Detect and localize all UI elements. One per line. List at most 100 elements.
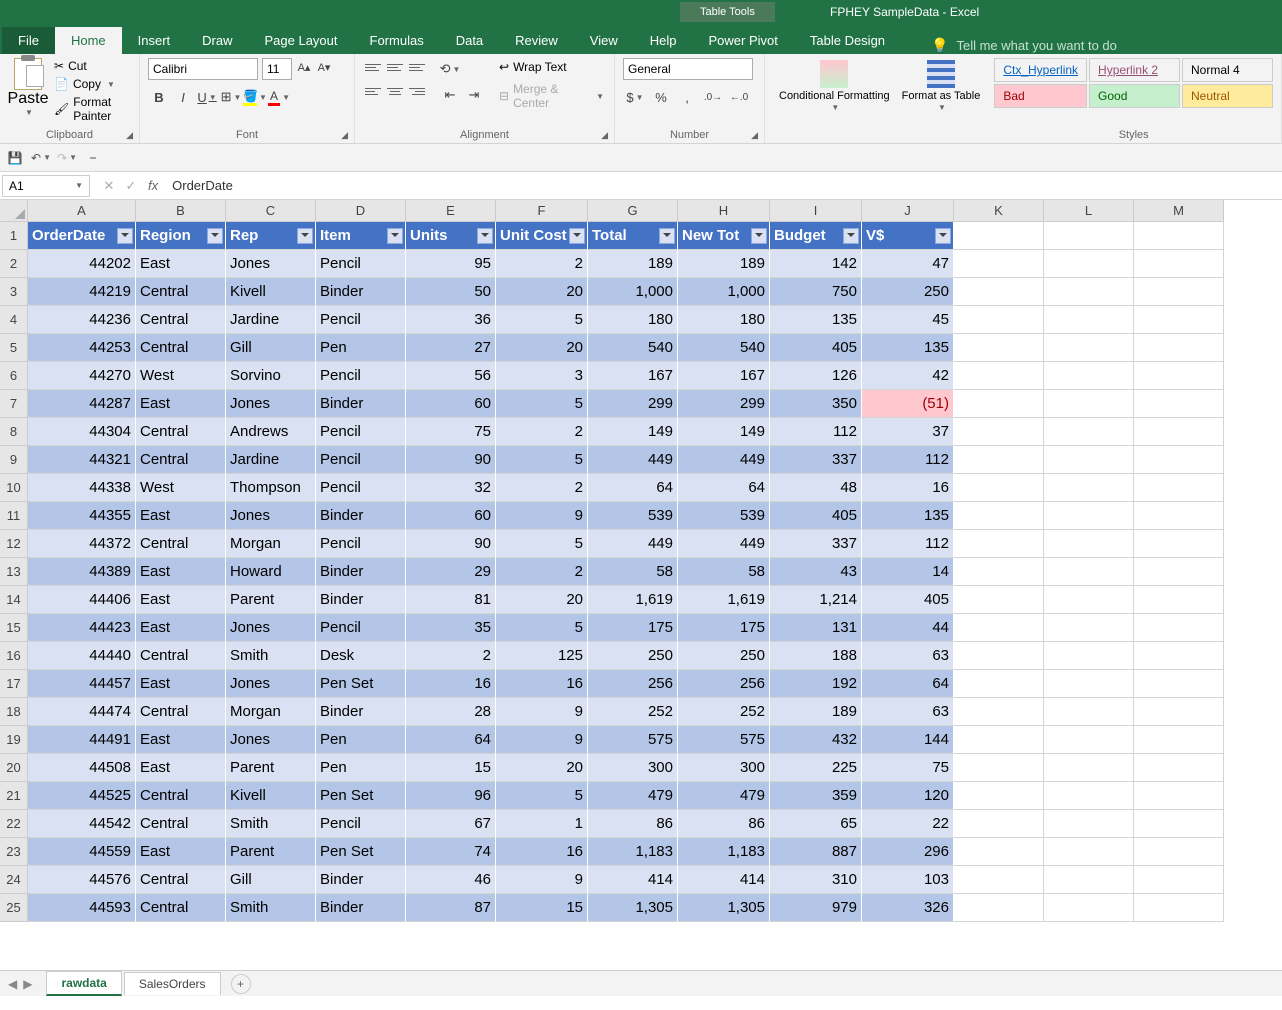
table-header-unit cost[interactable]: Unit Cost [496, 222, 588, 250]
table-cell[interactable]: Pencil [316, 446, 406, 474]
filter-icon[interactable] [935, 228, 951, 244]
row-head-13[interactable]: 13 [0, 558, 28, 586]
copy-button[interactable]: 📄Copy▼ [52, 76, 131, 92]
table-header-total[interactable]: Total [588, 222, 678, 250]
table-cell[interactable]: Pen [316, 334, 406, 362]
table-cell[interactable]: Central [136, 894, 226, 922]
cell[interactable] [954, 250, 1044, 278]
table-cell[interactable]: 188 [770, 642, 862, 670]
table-cell[interactable]: Pencil [316, 810, 406, 838]
cell[interactable] [1134, 306, 1224, 334]
percent-button[interactable]: % [649, 86, 673, 108]
cell[interactable] [1134, 530, 1224, 558]
table-cell[interactable]: 96 [406, 782, 496, 810]
table-cell[interactable]: 131 [770, 614, 862, 642]
col-head-B[interactable]: B [136, 200, 226, 222]
style-bad[interactable]: Bad [994, 84, 1087, 108]
table-cell[interactable]: 5 [496, 782, 588, 810]
save-button[interactable]: 💾 [6, 149, 24, 167]
table-cell[interactable]: 144 [862, 726, 954, 754]
cell[interactable] [1044, 726, 1134, 754]
cell[interactable] [1044, 390, 1134, 418]
cell[interactable] [954, 642, 1044, 670]
row-head-3[interactable]: 3 [0, 278, 28, 306]
cell[interactable] [1044, 474, 1134, 502]
cell[interactable] [954, 866, 1044, 894]
table-cell[interactable]: 175 [678, 614, 770, 642]
table-header-orderdate[interactable]: OrderDate [28, 222, 136, 250]
style-good[interactable]: Good [1089, 84, 1180, 108]
table-cell[interactable]: 126 [770, 362, 862, 390]
table-cell[interactable]: East [136, 250, 226, 278]
table-cell[interactable]: 9 [496, 698, 588, 726]
row-head-8[interactable]: 8 [0, 418, 28, 446]
table-cell[interactable]: Binder [316, 586, 406, 614]
table-cell[interactable]: 16 [406, 670, 496, 698]
cell[interactable] [954, 306, 1044, 334]
cell[interactable] [954, 726, 1044, 754]
cell[interactable] [954, 810, 1044, 838]
table-cell[interactable]: 75 [862, 754, 954, 782]
cell[interactable] [1044, 418, 1134, 446]
table-cell[interactable]: 250 [678, 642, 770, 670]
tab-help[interactable]: Help [634, 27, 693, 54]
sheet-tab-rawdata[interactable]: rawdata [46, 971, 121, 996]
table-cell[interactable]: 326 [862, 894, 954, 922]
table-cell[interactable]: Parent [226, 838, 316, 866]
table-cell[interactable]: 5 [496, 614, 588, 642]
col-head-F[interactable]: F [496, 200, 588, 222]
table-cell[interactable]: 2 [496, 250, 588, 278]
number-format-select[interactable] [623, 58, 753, 80]
orientation-button[interactable]: ⟲▼ [439, 58, 461, 80]
cell[interactable] [1134, 222, 1224, 250]
cell[interactable] [954, 586, 1044, 614]
table-cell[interactable]: East [136, 502, 226, 530]
table-cell[interactable]: 359 [770, 782, 862, 810]
filter-icon[interactable] [843, 228, 859, 244]
cell[interactable] [954, 418, 1044, 446]
table-cell[interactable]: East [136, 558, 226, 586]
cell[interactable] [1134, 278, 1224, 306]
table-cell[interactable]: 405 [862, 586, 954, 614]
font-color-button[interactable]: A▼ [268, 86, 290, 108]
table-cell[interactable]: 252 [588, 698, 678, 726]
table-cell[interactable]: Pencil [316, 418, 406, 446]
cell[interactable] [1044, 530, 1134, 558]
table-header-region[interactable]: Region [136, 222, 226, 250]
table-cell[interactable]: 979 [770, 894, 862, 922]
table-cell[interactable]: East [136, 670, 226, 698]
table-cell[interactable]: Jones [226, 670, 316, 698]
table-cell[interactable]: 44287 [28, 390, 136, 418]
table-cell[interactable]: 44253 [28, 334, 136, 362]
table-cell[interactable]: 60 [406, 502, 496, 530]
cell[interactable] [1134, 362, 1224, 390]
table-cell[interactable]: 75 [406, 418, 496, 446]
col-head-I[interactable]: I [770, 200, 862, 222]
table-cell[interactable]: 50 [406, 278, 496, 306]
cell[interactable] [1044, 642, 1134, 670]
clipboard-launcher[interactable]: ◢ [126, 130, 133, 141]
tab-view[interactable]: View [574, 27, 634, 54]
increase-font-button[interactable]: A▴ [296, 61, 312, 77]
format-as-table-button[interactable]: Format as Table▼ [896, 58, 987, 115]
table-cell[interactable]: 42 [862, 362, 954, 390]
row-head-19[interactable]: 19 [0, 726, 28, 754]
row-head-5[interactable]: 5 [0, 334, 28, 362]
table-cell[interactable]: 300 [588, 754, 678, 782]
table-cell[interactable]: 1,305 [678, 894, 770, 922]
table-cell[interactable]: Central [136, 446, 226, 474]
tab-file[interactable]: File [2, 27, 55, 54]
row-head-21[interactable]: 21 [0, 782, 28, 810]
fill-color-button[interactable]: 🪣▼ [244, 86, 266, 108]
merge-center-button[interactable]: ⊟Merge & Center▼ [497, 80, 606, 112]
border-button[interactable]: ⊞▼ [220, 86, 242, 108]
table-cell[interactable]: Gill [226, 334, 316, 362]
qat-customize[interactable]: ⎯ [84, 149, 102, 167]
table-header-item[interactable]: Item [316, 222, 406, 250]
row-head-1[interactable]: 1 [0, 222, 28, 250]
table-cell[interactable]: East [136, 390, 226, 418]
filter-icon[interactable] [387, 228, 403, 244]
table-cell[interactable]: 540 [588, 334, 678, 362]
table-cell[interactable]: East [136, 726, 226, 754]
row-head-24[interactable]: 24 [0, 866, 28, 894]
